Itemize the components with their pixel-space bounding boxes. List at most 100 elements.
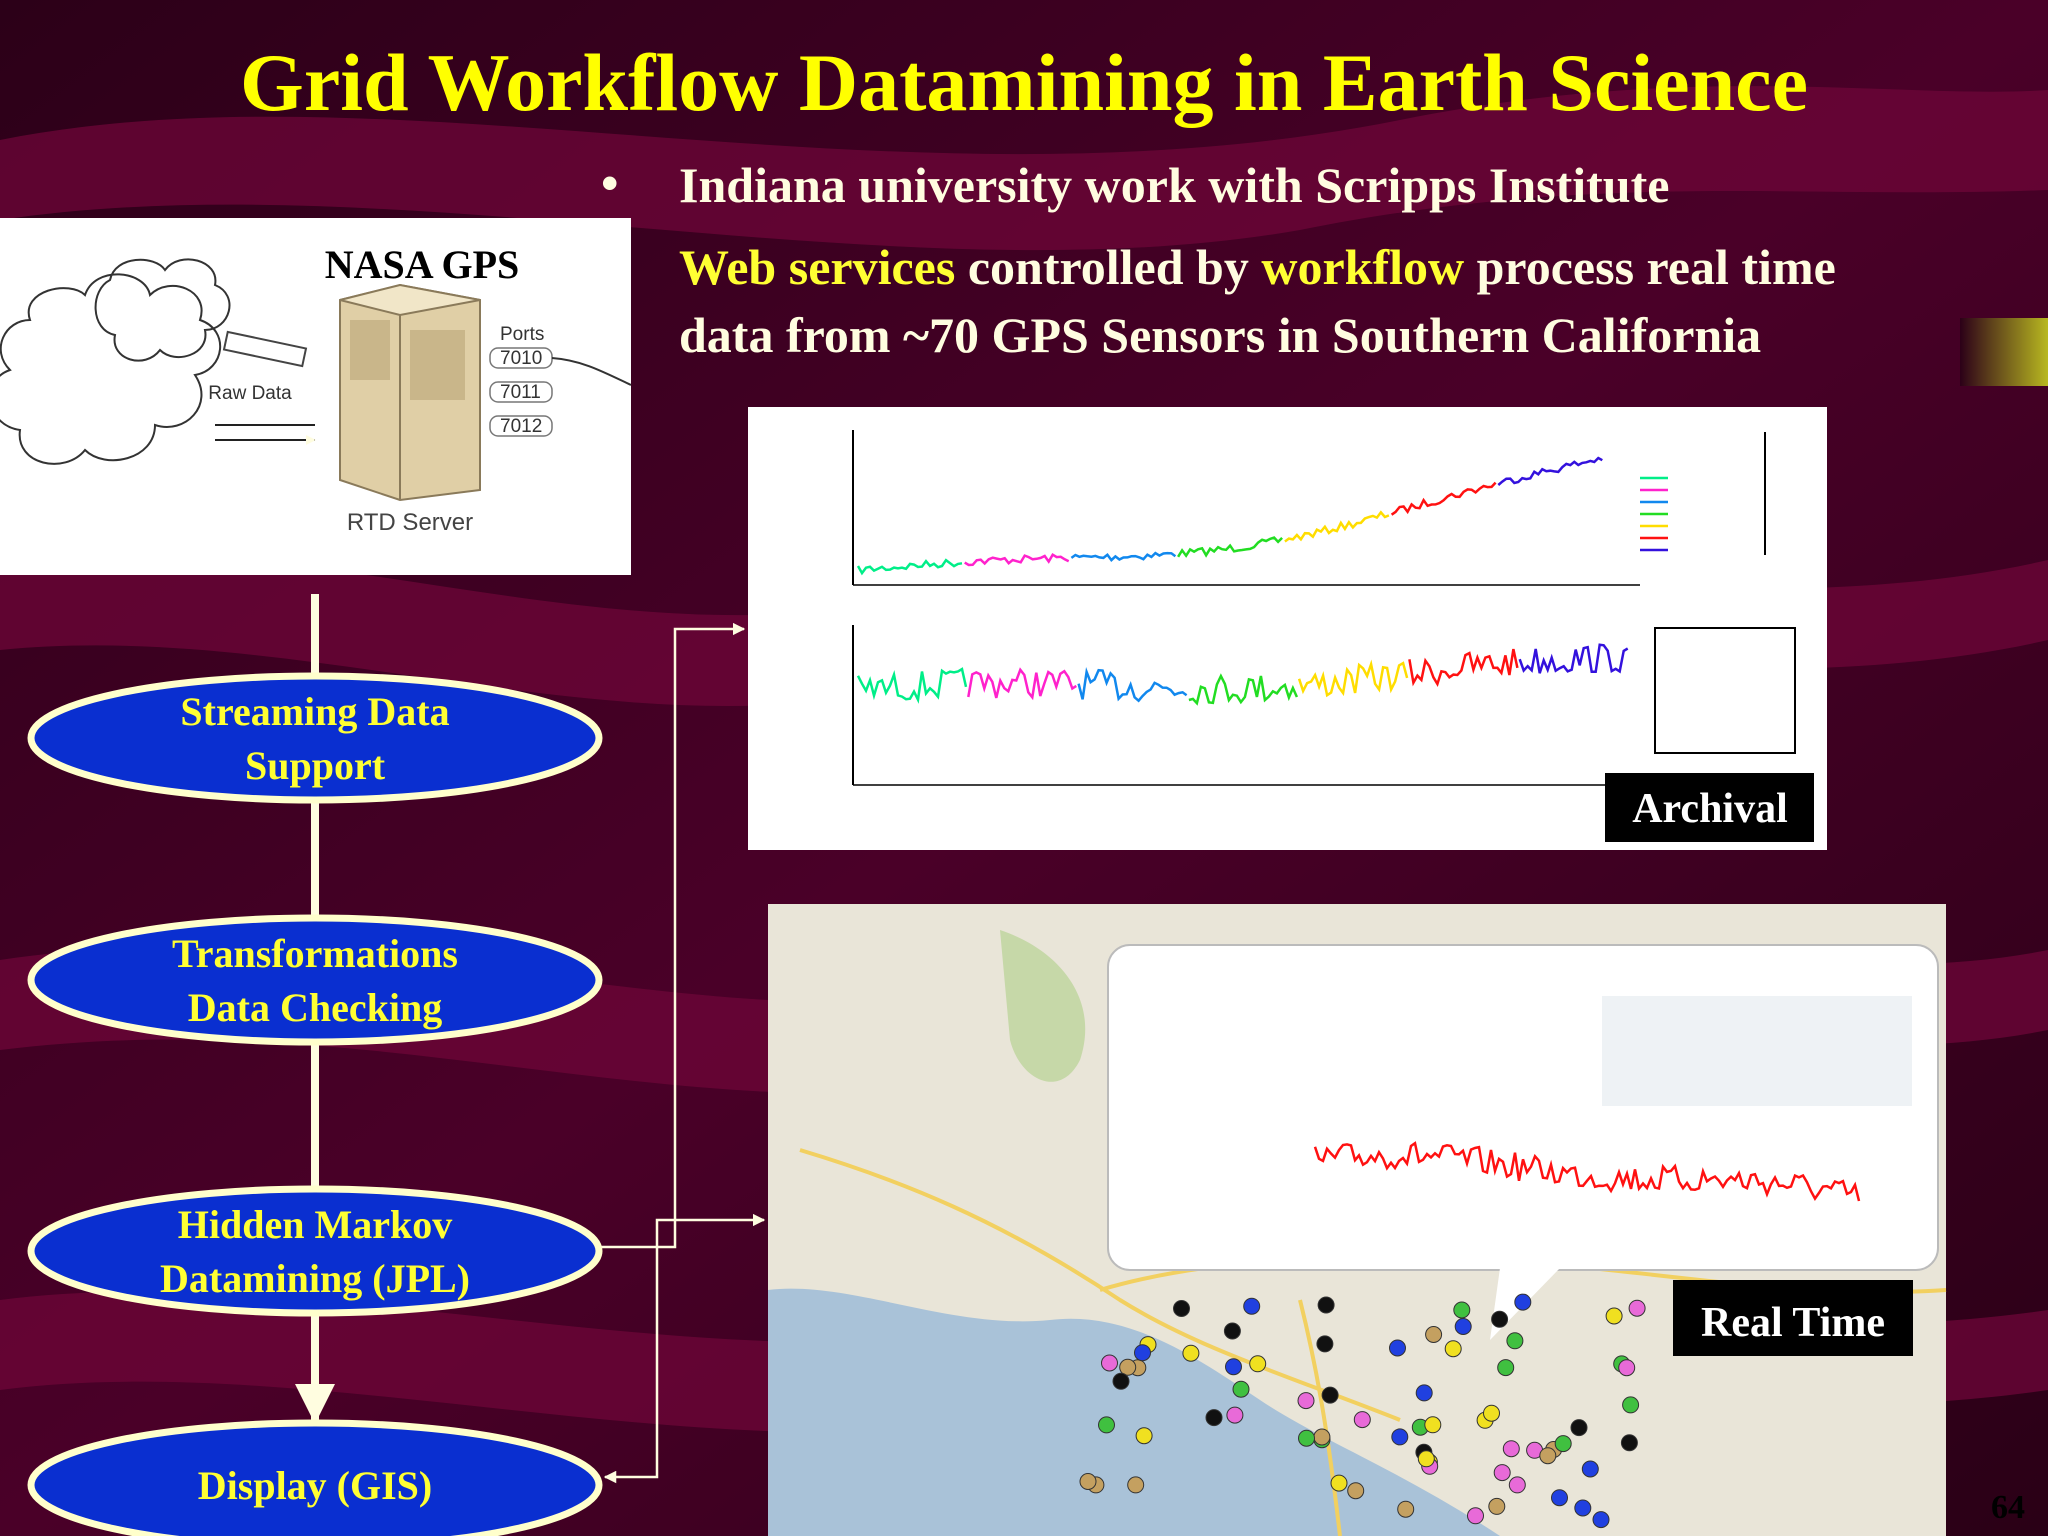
map-pin: [1551, 1489, 1568, 1507]
map-pin: [1330, 1474, 1348, 1492]
map-pin: [1079, 1473, 1097, 1490]
map-pin: [1620, 1434, 1638, 1452]
workflow-node: [27, 672, 603, 804]
trace: [856, 558, 963, 576]
map-pin: [1622, 1396, 1640, 1414]
workflow: Streaming Data Support Transformations Data…: [27, 594, 766, 1536]
trace: [1297, 659, 1409, 698]
map-pin: [1347, 1482, 1365, 1500]
realtime-panel: Real Time: [768, 904, 1947, 1536]
map-pin: [1205, 1409, 1223, 1427]
archival-panel: Archival: [748, 407, 1827, 850]
map-pin: [1226, 1406, 1244, 1424]
map-pin: [1497, 1359, 1515, 1377]
map-pin: [1488, 1497, 1506, 1515]
map-pin: [1313, 1428, 1331, 1446]
map-pin: [1317, 1296, 1335, 1314]
node-label: Data Checking: [188, 985, 442, 1030]
port: 7011: [500, 382, 541, 403]
node-label: Support: [245, 743, 386, 788]
map-pin: [1554, 1435, 1572, 1453]
decoration: [1960, 318, 2048, 386]
input-label: Raw Data: [208, 383, 292, 404]
node-label: Datamining (JPL): [160, 1256, 470, 1301]
map-pin: [1249, 1355, 1267, 1373]
connector: [601, 622, 746, 1249]
realtime-label: Real Time: [1701, 1300, 1885, 1346]
description-line: Web services controlled by workflow proc…: [679, 239, 1836, 295]
text: process real time: [1464, 239, 1836, 295]
ports-label: Ports: [500, 324, 544, 345]
map-pin: [1391, 1428, 1409, 1446]
map-pin: [1135, 1427, 1153, 1445]
map-pin: [1425, 1326, 1443, 1343]
bullet-dot: •: [601, 155, 619, 211]
map-pin: [1493, 1464, 1511, 1482]
connector: [603, 1247, 659, 1484]
map-pin: [1112, 1372, 1130, 1390]
node-label: Streaming Data: [180, 689, 449, 734]
diagram-title: NASA GPS: [325, 242, 520, 287]
map-pin: [1454, 1318, 1472, 1335]
page-number: 64: [1991, 1489, 2025, 1526]
map-pin: [1223, 1322, 1241, 1340]
map-pin: [1570, 1419, 1588, 1437]
description-line: data from ~70 GPS Sensors in Southern Ca…: [679, 307, 1761, 363]
label-box: [1605, 773, 1814, 842]
map-pin: [1453, 1301, 1471, 1319]
server-label: RTD Server: [347, 509, 473, 536]
archival-label: Archival: [1632, 786, 1788, 832]
map-pin: [1502, 1440, 1520, 1458]
server-diagram: NASA GPS Raw Data Ports 7010 7011 7012 R…: [0, 218, 632, 575]
map-pin: [1628, 1299, 1646, 1317]
trace: [1177, 536, 1283, 558]
trace: [1313, 1141, 1861, 1202]
trace: [1188, 673, 1299, 706]
trace: [1070, 551, 1177, 562]
workflow-node: [27, 1419, 603, 1536]
map-pin: [1508, 1476, 1526, 1494]
workflow-node: [27, 1185, 603, 1317]
port: 7010: [500, 348, 542, 369]
map-pin: [1539, 1447, 1557, 1465]
map-pin: [1173, 1300, 1190, 1317]
trace: [1077, 667, 1188, 703]
map-pin: [1506, 1332, 1524, 1350]
bullet-text: Indiana university work with Scripps Ins…: [679, 157, 1669, 213]
map-pin: [1514, 1293, 1532, 1311]
slide-title: Grid Workflow Datamining in Earth Scienc…: [240, 37, 1808, 128]
trace: [967, 667, 1077, 701]
map-pin: [1424, 1416, 1442, 1434]
trace: [1408, 648, 1519, 688]
map-pin: [1467, 1507, 1484, 1525]
map-pin: [1592, 1511, 1610, 1529]
node-label: Display (GIS): [198, 1463, 433, 1508]
trace: [1518, 643, 1629, 674]
map-pin: [1225, 1358, 1242, 1376]
map-pin: [1321, 1386, 1339, 1404]
map-pin: [1491, 1310, 1509, 1328]
highlight: workflow: [1261, 239, 1464, 295]
map-pin: [1353, 1411, 1371, 1429]
map-pin: [1098, 1416, 1115, 1434]
map-pin: [1316, 1335, 1334, 1353]
map-pin: [1389, 1339, 1406, 1357]
map-pin: [1618, 1359, 1636, 1377]
map-pin: [1417, 1450, 1435, 1468]
map-pin: [1119, 1358, 1137, 1376]
map-pin: [1134, 1344, 1151, 1362]
map-pin: [1232, 1380, 1250, 1398]
map-pin: [1574, 1499, 1592, 1517]
node-label: Hidden Markov: [178, 1202, 452, 1247]
text: controlled by: [955, 239, 1261, 295]
map-pin: [1483, 1404, 1500, 1422]
map-pin: [1605, 1307, 1623, 1325]
map-pin: [1581, 1460, 1599, 1478]
node-label: Transformations: [172, 931, 458, 976]
map-pin: [1444, 1340, 1462, 1358]
workflow-node: [27, 914, 603, 1046]
map-pin: [1297, 1392, 1315, 1410]
map-pin: [1415, 1384, 1433, 1402]
